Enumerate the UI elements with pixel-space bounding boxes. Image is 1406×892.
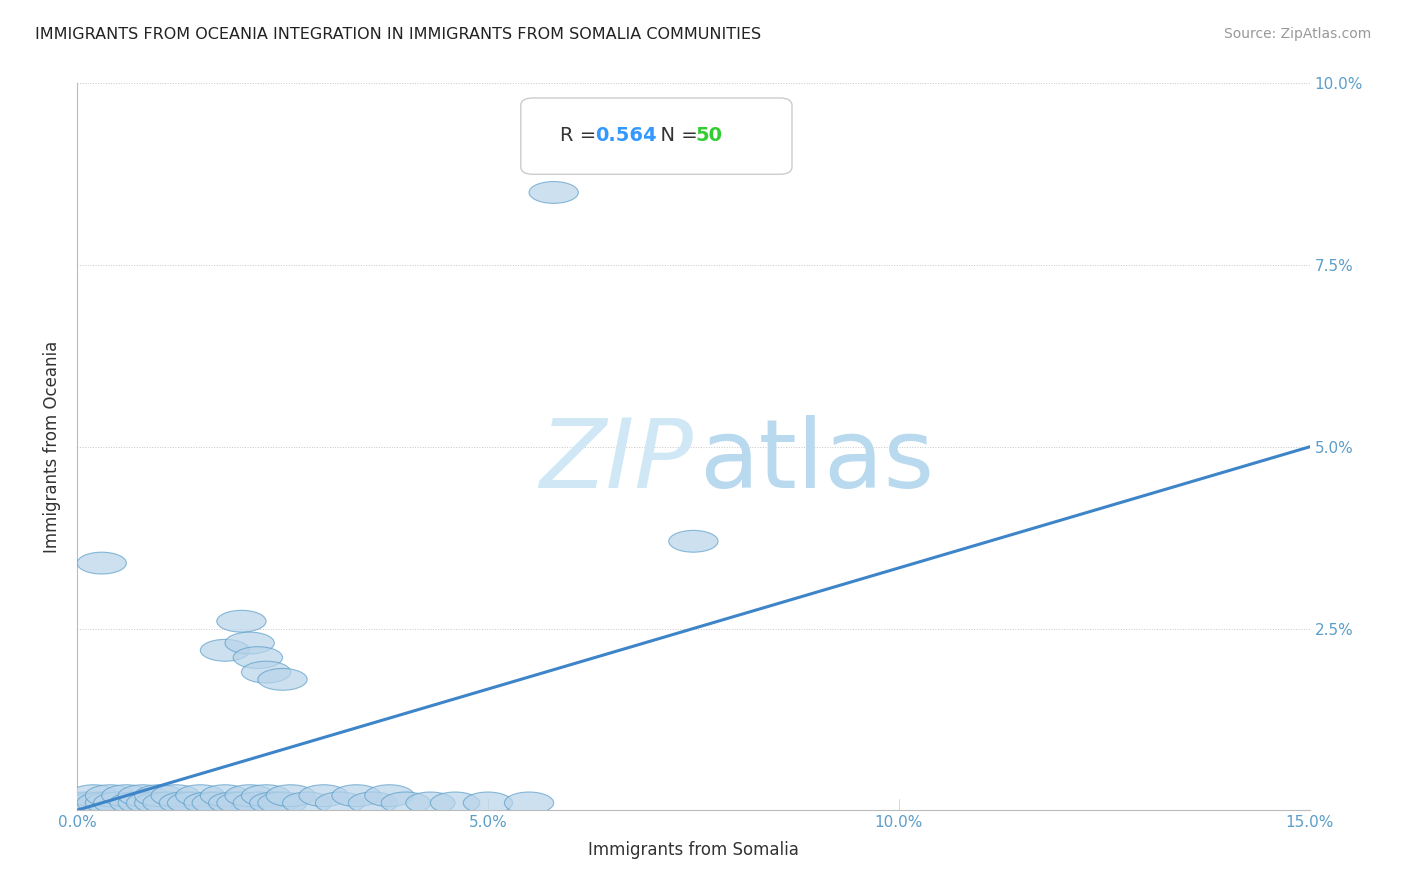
Ellipse shape [193,792,242,814]
Ellipse shape [505,792,554,814]
Text: IMMIGRANTS FROM OCEANIA INTEGRATION IN IMMIGRANTS FROM SOMALIA COMMUNITIES: IMMIGRANTS FROM OCEANIA INTEGRATION IN I… [35,27,761,42]
Ellipse shape [94,792,143,814]
Ellipse shape [250,792,299,814]
FancyBboxPatch shape [520,98,792,174]
Ellipse shape [127,792,176,814]
Ellipse shape [225,632,274,654]
Ellipse shape [217,610,266,632]
Ellipse shape [200,640,250,661]
Text: 50: 50 [696,127,723,145]
Ellipse shape [208,792,257,814]
Ellipse shape [529,182,578,203]
Text: N =: N = [648,127,704,145]
Text: R =: R = [560,127,603,145]
Ellipse shape [143,792,193,814]
Ellipse shape [60,792,110,814]
X-axis label: Immigrants from Somalia: Immigrants from Somalia [588,841,799,859]
Ellipse shape [233,647,283,668]
Ellipse shape [364,785,413,806]
Text: Source: ZipAtlas.com: Source: ZipAtlas.com [1223,27,1371,41]
Ellipse shape [167,792,217,814]
Y-axis label: Immigrants from Oceania: Immigrants from Oceania [44,341,60,553]
Ellipse shape [464,792,513,814]
Ellipse shape [86,785,135,806]
Ellipse shape [77,552,127,574]
Ellipse shape [406,792,456,814]
Ellipse shape [315,792,364,814]
Ellipse shape [118,785,167,806]
Ellipse shape [135,785,184,806]
Ellipse shape [257,668,307,690]
Ellipse shape [184,792,233,814]
Ellipse shape [266,785,315,806]
Ellipse shape [349,792,398,814]
Ellipse shape [101,785,150,806]
Ellipse shape [217,792,266,814]
Ellipse shape [77,792,127,814]
Ellipse shape [669,531,718,552]
Text: 0.564: 0.564 [595,127,657,145]
Ellipse shape [69,792,118,814]
Ellipse shape [299,785,349,806]
Ellipse shape [150,785,200,806]
Ellipse shape [200,785,250,806]
Text: ZIP: ZIP [540,415,693,508]
Ellipse shape [69,785,118,806]
Ellipse shape [233,792,283,814]
Ellipse shape [381,792,430,814]
Ellipse shape [430,792,479,814]
Ellipse shape [283,792,332,814]
Ellipse shape [176,785,225,806]
Ellipse shape [242,661,291,683]
Text: atlas: atlas [700,415,935,508]
Ellipse shape [242,785,291,806]
Ellipse shape [159,792,208,814]
Ellipse shape [257,792,307,814]
Ellipse shape [118,792,167,814]
Ellipse shape [225,785,274,806]
Ellipse shape [86,792,135,814]
Ellipse shape [110,792,159,814]
Ellipse shape [332,785,381,806]
Ellipse shape [135,792,184,814]
